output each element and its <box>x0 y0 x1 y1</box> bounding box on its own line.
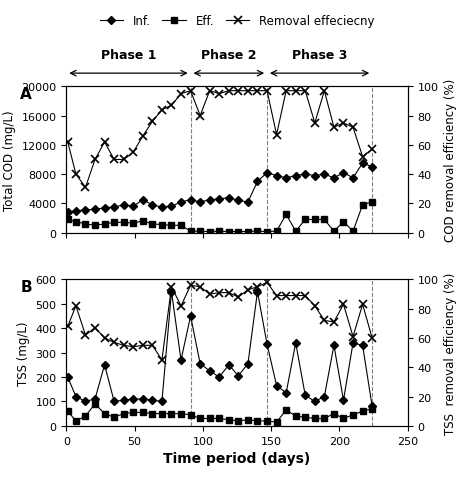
Y-axis label: COD removal efficiency (%): COD removal efficiency (%) <box>444 79 457 242</box>
Text: B: B <box>20 280 32 295</box>
Y-axis label: TSS (mg/L): TSS (mg/L) <box>17 321 30 385</box>
Legend: Inf., Eff., Removal effeciecny: Inf., Eff., Removal effeciecny <box>95 11 379 33</box>
Y-axis label: TSS  removal efficiency (%): TSS removal efficiency (%) <box>444 272 457 434</box>
X-axis label: Time period (days): Time period (days) <box>164 451 310 465</box>
Text: Phase 2: Phase 2 <box>201 49 256 62</box>
Text: Phase 1: Phase 1 <box>100 49 156 62</box>
Text: A: A <box>20 87 32 102</box>
Text: Phase 3: Phase 3 <box>292 49 347 62</box>
Y-axis label: Total COD (mg/L): Total COD (mg/L) <box>3 110 16 211</box>
